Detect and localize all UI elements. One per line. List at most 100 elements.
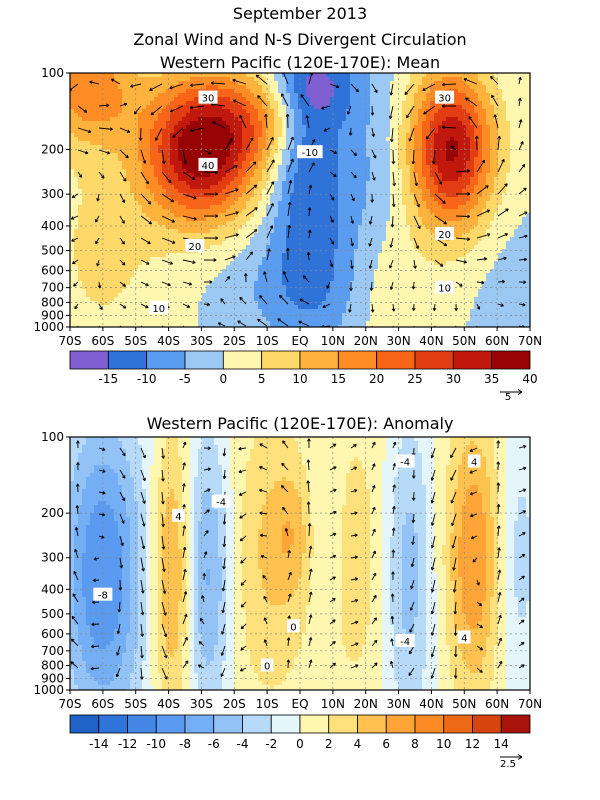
- vector-arrow-head: [122, 283, 126, 287]
- vector-arrow-head: [147, 201, 152, 205]
- vector-arrow: [300, 94, 310, 107]
- vector-arrow-head: [443, 221, 447, 225]
- vector-arrow-head: [239, 296, 243, 301]
- vector-arrow: [282, 507, 289, 515]
- vector-arrow: [476, 667, 483, 673]
- vector-arrow-head: [411, 497, 416, 501]
- vector-arrow: [454, 623, 457, 636]
- vector-arrow: [161, 579, 166, 594]
- vector-arrow: [369, 215, 373, 225]
- contour-label: 4: [175, 512, 181, 523]
- vector-arrow: [119, 127, 131, 133]
- vector-arrow: [497, 257, 507, 261]
- colorbar-label: 40: [522, 372, 537, 386]
- vector-arrow: [371, 550, 376, 559]
- vector-arrow-head: [370, 199, 375, 203]
- vector-arrow-head: [450, 454, 454, 458]
- x-tick-label: 20S: [223, 697, 246, 711]
- y-tick-label: 400: [41, 582, 64, 596]
- x-tick-label: 60S: [91, 697, 114, 711]
- vector-arrow-head: [430, 522, 435, 526]
- vector-arrow: [497, 159, 505, 173]
- vector-arrow-head: [259, 533, 264, 538]
- vector-arrow-head: [121, 241, 125, 245]
- colorbar-swatch: [69, 350, 109, 370]
- contour-label-box: [211, 494, 231, 508]
- colorbar-label: 2: [325, 737, 333, 751]
- vector-arrow: [469, 491, 478, 495]
- vector-arrow-head: [521, 164, 526, 168]
- vector-arrow-head: [522, 302, 526, 307]
- contour-label-box: [149, 300, 169, 314]
- vector-arrow: [74, 303, 79, 310]
- vector-arrow-head: [305, 115, 310, 119]
- vector-arrow: [476, 623, 483, 628]
- vector-arrow: [239, 297, 247, 305]
- vector-arrow: [161, 645, 168, 659]
- vector-arrow: [77, 149, 89, 154]
- y-tick-label: 900: [41, 671, 64, 685]
- vector-arrow: [392, 463, 396, 471]
- vector-arrow-head: [121, 262, 126, 266]
- vector-arrow-head: [221, 609, 225, 614]
- vector-arrow: [119, 215, 125, 224]
- vector-arrow: [518, 445, 527, 449]
- vector-arrow-head: [465, 97, 469, 101]
- vector-arrow: [329, 237, 335, 245]
- vector-arrow: [281, 485, 289, 493]
- vector-arrow-head: [408, 672, 412, 676]
- colorbar-swatch: [385, 714, 416, 734]
- vector-arrow-head: [142, 454, 146, 459]
- vector-arrow-head: [215, 236, 219, 240]
- vector-arrow: [77, 171, 83, 178]
- x-tick-label: EQ: [291, 697, 308, 711]
- vector-arrow: [266, 248, 270, 261]
- vector-arrow-head: [354, 511, 358, 515]
- vector-arrow: [322, 303, 331, 308]
- vector-arrow: [98, 104, 110, 107]
- vector-arrow-head: [142, 500, 146, 504]
- vector-arrow-head: [452, 589, 457, 593]
- vector-arrow-head: [453, 654, 458, 658]
- contour-label: 30: [202, 94, 215, 105]
- vector-arrow: [71, 193, 79, 199]
- x-tick-label: 30N: [386, 697, 410, 711]
- vector-arrow: [323, 127, 331, 132]
- vector-arrow: [518, 664, 525, 669]
- vector-arrow: [140, 623, 143, 637]
- x-tick-label: 70S: [59, 334, 82, 348]
- vector-arrow-head: [140, 612, 145, 616]
- vector-arrow-head: [141, 545, 146, 550]
- colorbar-label: 30: [446, 372, 461, 386]
- vector-arrow-head: [354, 598, 359, 603]
- vector-arrow: [329, 466, 337, 471]
- vector-arrow: [410, 601, 415, 611]
- vector-arrow-head: [207, 488, 211, 492]
- vector-arrow-head: [308, 659, 313, 663]
- x-tick-label: 50S: [124, 697, 147, 711]
- vector-arrow-head: [149, 87, 153, 91]
- vector-arrow-head: [280, 93, 285, 97]
- vector-arrow: [140, 259, 150, 265]
- vector-arrow-head: [184, 613, 188, 618]
- vector-arrow: [476, 303, 480, 310]
- vector-arrow-head: [182, 525, 187, 529]
- vector-arrow: [223, 557, 226, 570]
- vector-arrow-head: [353, 174, 357, 179]
- vector-arrow-head: [521, 664, 525, 668]
- x-tick-label: 50N: [452, 697, 476, 711]
- vector-arrow-head: [518, 119, 523, 123]
- reference-vector-head: [517, 754, 523, 760]
- vector-arrow-head: [486, 209, 491, 213]
- vector-arrow-head: [116, 652, 120, 656]
- vector-arrow: [329, 193, 335, 201]
- vector-arrow-head: [392, 484, 396, 488]
- vector-arrow-head: [389, 265, 393, 269]
- vector-arrow-head: [431, 160, 436, 165]
- vector-arrow-head: [408, 138, 412, 142]
- vector-arrow-head: [206, 509, 210, 513]
- vector-arrow-head: [348, 309, 352, 313]
- vector-arrow-head: [83, 109, 88, 113]
- vector-arrow-head: [101, 512, 106, 517]
- colorbar-swatch: [146, 350, 186, 370]
